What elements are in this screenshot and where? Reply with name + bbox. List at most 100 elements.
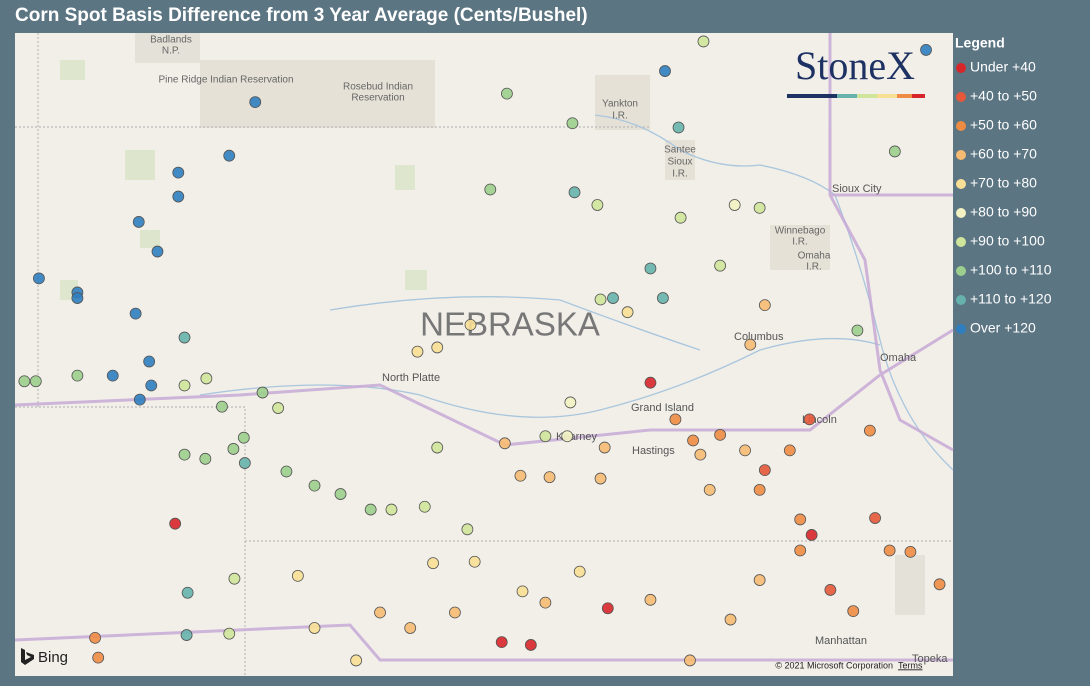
location-point [180, 629, 193, 641]
place-label: I.R. [792, 237, 808, 248]
legend-label: +80 to +90 [970, 204, 1037, 220]
location-point [783, 444, 796, 457]
location-point [744, 338, 757, 351]
location-point [364, 503, 377, 516]
location-point [703, 483, 716, 496]
location-point [132, 216, 145, 228]
location-point [824, 584, 837, 596]
location-point [669, 413, 682, 426]
place-label: Winnebago [775, 226, 826, 237]
location-point [418, 500, 431, 513]
location-point [714, 259, 727, 272]
place-label: Hastings [632, 445, 675, 457]
location-point [308, 622, 321, 634]
location-point [847, 605, 860, 617]
legend-swatch [956, 295, 966, 305]
legend-swatch [956, 208, 966, 218]
legend-label: Over +120 [970, 320, 1036, 336]
location-point [598, 441, 611, 454]
location-point [524, 639, 537, 651]
location-point [644, 262, 657, 275]
place-label: Manhattan [815, 635, 867, 647]
location-point [498, 437, 511, 450]
bing-logo: Bing [21, 648, 68, 666]
points-layer [18, 35, 946, 667]
location-point [607, 292, 619, 304]
location-point [753, 201, 766, 214]
location-point [644, 593, 657, 606]
location-point [145, 379, 158, 392]
location-point [501, 87, 513, 100]
location-point [33, 272, 45, 285]
location-point [385, 503, 398, 516]
location-point [216, 400, 228, 413]
place-label: N.P. [162, 46, 180, 57]
legend: Under +40 +40 to +50 +50 to +60 +60 to +70 +… [956, 59, 1052, 336]
location-point [659, 65, 671, 77]
legend-label: +90 to +100 [970, 233, 1045, 249]
legend-swatch [956, 324, 966, 334]
location-point [464, 318, 477, 331]
location-point [739, 444, 751, 457]
location-point [181, 586, 194, 599]
place-label: Topeka [912, 653, 948, 665]
place-label: Reservation [351, 93, 404, 104]
legend-label: +110 to +120 [970, 291, 1052, 307]
logo: StoneX [787, 43, 925, 98]
location-point [151, 245, 164, 258]
location-point [71, 369, 84, 382]
location-point [863, 424, 876, 437]
legend-label: Under +40 [970, 59, 1036, 75]
legend-swatch [956, 63, 966, 73]
title: Corn Spot Basis Difference from 3 Year A… [15, 5, 588, 26]
place-label: Sioux City [832, 183, 882, 195]
location-point [728, 199, 741, 211]
location-point [694, 448, 707, 461]
location-point [803, 413, 816, 426]
location-point [495, 636, 508, 649]
location-point [178, 331, 191, 344]
legend-label: +70 to +80 [970, 175, 1037, 191]
state-label: NEBRASKA [420, 306, 600, 343]
legend-label: +60 to +70 [970, 146, 1037, 162]
location-point [468, 555, 481, 568]
location-point [543, 471, 556, 484]
location-point [484, 183, 497, 196]
legend-swatch [956, 121, 966, 131]
place-label: I.R. [672, 169, 688, 180]
location-point [516, 585, 529, 598]
location-point [133, 393, 146, 406]
location-point [904, 545, 917, 558]
location-point [561, 430, 574, 443]
location-point [621, 306, 634, 319]
location-point [199, 452, 212, 465]
legend-swatch [956, 150, 966, 160]
location-point [291, 569, 304, 582]
location-point [514, 469, 527, 482]
location-point [461, 523, 474, 536]
location-point [539, 596, 552, 609]
map-base [14, 33, 954, 676]
location-point [89, 631, 101, 644]
location-point [143, 355, 156, 368]
location-point [594, 472, 607, 485]
location-point [334, 488, 347, 500]
terms-link[interactable]: Terms [898, 660, 923, 670]
location-point [71, 292, 84, 304]
location-point [374, 606, 386, 619]
legend-swatch [956, 179, 966, 189]
location-point [933, 578, 946, 591]
place-label: Rosebud Indian [343, 82, 413, 93]
location-point [920, 44, 932, 56]
place-label: Omaha [880, 352, 917, 364]
location-point [684, 654, 696, 667]
legend-swatch [956, 237, 966, 247]
location-point [805, 529, 818, 541]
location-point [172, 166, 185, 179]
location-point [169, 517, 182, 530]
location-point [794, 513, 807, 526]
location-point [272, 402, 285, 414]
location-point [594, 293, 607, 306]
place-label: Badlands [150, 35, 192, 46]
